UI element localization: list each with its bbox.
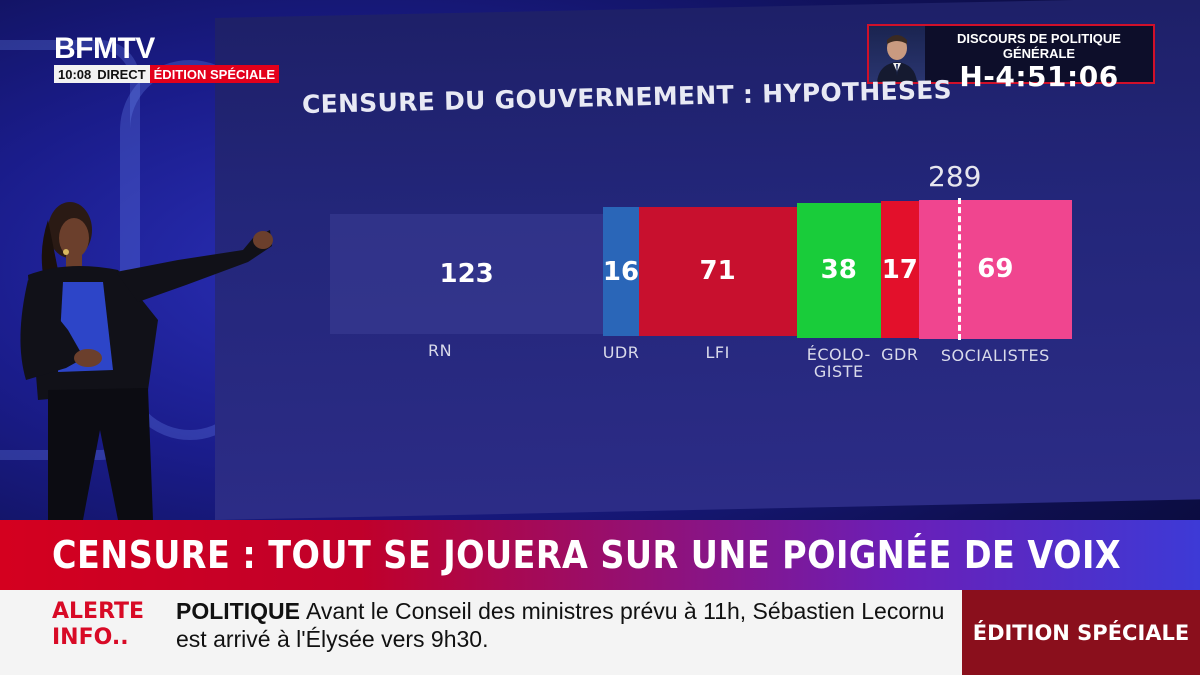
alert-line-1: ALERTE [52, 599, 145, 624]
ticker-news: POLITIQUE Avant le Conseil des ministres … [172, 590, 962, 675]
live-status-bar: 10:08 DIRECT ÉDITION SPÉCIALE [54, 65, 279, 83]
category-label: RN [427, 341, 453, 360]
category-label: LFI [705, 343, 730, 363]
bar-segment--colo-giste: 38 [796, 202, 881, 338]
studio-background [0, 0, 1200, 520]
countdown-box: DISCOURS DE POLITIQUE GÉNÉRALE H-4:51:06 [867, 24, 1155, 93]
bar-segment-udr: 16 [603, 207, 639, 337]
alert-info-label: ALERTE INFO.. [0, 590, 172, 675]
edition-tab: ÉDITION SPÉCIALE [962, 590, 1200, 675]
speaker-portrait-icon [877, 35, 917, 82]
total-label: 289 [928, 160, 982, 193]
countdown-timer: H-4:51:06 [959, 60, 1119, 93]
alert-line-2: INFO.. [52, 625, 172, 651]
stacked-bar-chart: 123 RN 16 UDR 71 LFI 38 ÉCOLO- GISTE 17 GDR 69 SOCI… [330, 198, 1072, 381]
headline-strip: CENSURE : TOUT SE JOUERA SUR UNE POIGNÉE… [0, 520, 1200, 590]
countdown-text: DISCOURS DE POLITIQUE GÉNÉRALE H-4:51:06 [925, 26, 1153, 93]
headline-text: CENSURE : TOUT SE JOUERA SUR UNE POIGNÉE… [52, 533, 1122, 577]
alert-word-info: INFO [52, 625, 112, 650]
threshold-line [958, 198, 961, 340]
direct-badge: DIRECT [95, 65, 150, 83]
bar-segment-rn: 123 [330, 214, 604, 334]
channel-logo: BFMTV [54, 32, 155, 65]
category-label: GDR [881, 345, 919, 365]
bar-segment-socialistes: 69 [918, 199, 1072, 339]
category-label: UDR [602, 343, 640, 363]
news-category: POLITIQUE [176, 598, 300, 624]
clock: 10:08 [54, 65, 96, 83]
bar-segment-lfi: 71 [638, 206, 797, 337]
news-text: Avant le Conseil des ministres prévu à 1… [176, 598, 945, 652]
presenter-figure [20, 202, 273, 520]
speaker-thumbnail [869, 26, 925, 82]
countdown-title: DISCOURS DE POLITIQUE GÉNÉRALE [957, 31, 1121, 61]
news-ticker: ALERTE INFO.. POLITIQUE Avant le Conseil … [0, 590, 1200, 675]
edition-badge: ÉDITION SPÉCIALE [149, 65, 279, 83]
category-label: ÉCOLO- GISTE [806, 344, 871, 381]
alert-dots-icon: .. [111, 625, 129, 650]
bar-segment-gdr: 17 [880, 200, 919, 339]
category-label: SOCIALISTES [940, 345, 1050, 365]
